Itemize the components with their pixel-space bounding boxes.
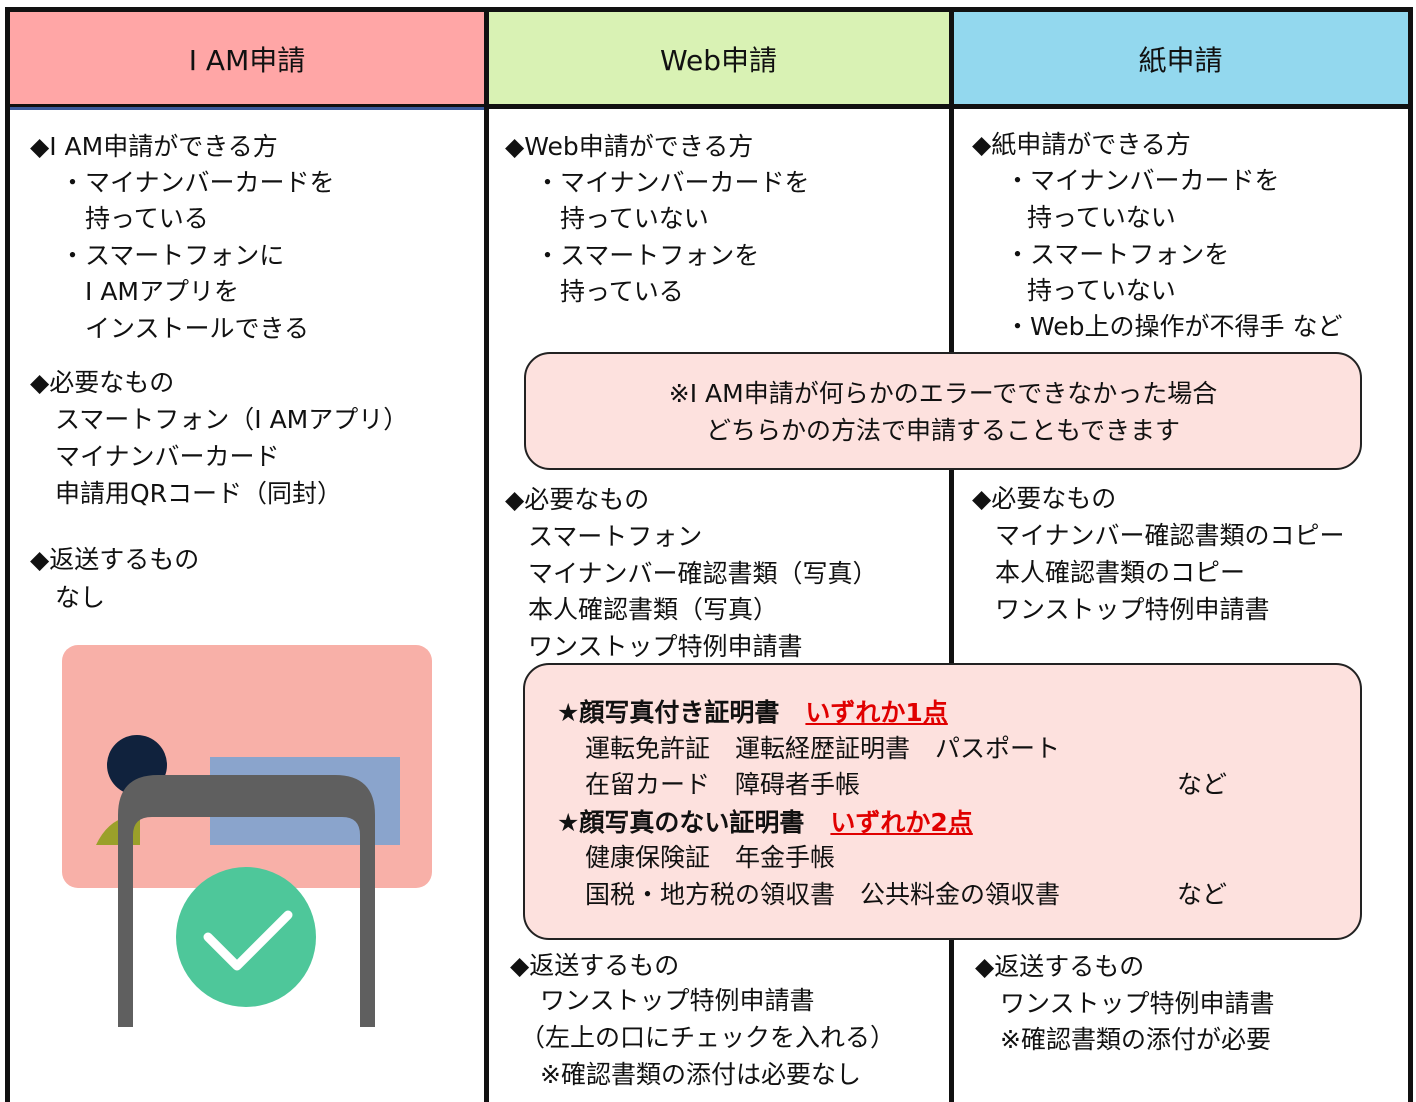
id-row: ★顔写真のない証明書 いずれか2点 <box>557 805 973 841</box>
border-line <box>949 7 954 1102</box>
column-text: ◆必要なもの <box>972 484 1117 513</box>
id-row: 国税・地方税の領収書 公共料金の領収書 <box>585 877 1060 913</box>
id-text: 運転免許証 運転経歴証明書 パスポート <box>585 734 1061 763</box>
column-text: ワンストップ特例申請書 <box>995 595 1270 624</box>
column-text: 持っている <box>560 277 684 306</box>
column-text: マイナンバー確認書類（写真） <box>528 559 878 588</box>
column-text: 持っていない <box>560 204 709 233</box>
column-text: ・スマートフォンに <box>60 241 285 270</box>
column-text: ワンストップ特例申請書 <box>528 632 803 661</box>
column-header: I AM申請 <box>8 10 486 107</box>
note-box: ※I AM申請が何らかのエラーでできなかった場合 どちらかの方法で申請することもで… <box>524 352 1362 470</box>
id-text: 国税・地方税の領収書 公共料金の領収書 <box>585 880 1061 909</box>
border-line <box>484 7 489 1102</box>
column-text: ・スマートフォンを <box>535 241 760 270</box>
note-text: どちらかの方法で申請することもできます <box>705 416 1180 445</box>
id-suffix: など <box>1177 880 1228 909</box>
column-text: ・マイナンバーカードを <box>535 168 810 197</box>
column-text: インストールできる <box>85 314 310 343</box>
border-line <box>5 7 10 1102</box>
column-text: 持っている <box>85 204 209 233</box>
column-text: スマートフォン <box>528 522 703 551</box>
id-text: 在留カード 障碍者手帳 <box>585 770 861 799</box>
border-line <box>5 7 1413 12</box>
column-text: ※確認書類の添付が必要 <box>1000 1025 1271 1054</box>
illustration-check-circle <box>176 867 316 1007</box>
column-text: ◆紙申請ができる方 <box>972 130 1191 159</box>
column-text: ◆返送するもの <box>30 545 200 574</box>
column-text: ワンストップ特例申請書 <box>1000 989 1275 1018</box>
column-text: ◆返送するもの <box>510 951 680 980</box>
column-text: I AMアプリを <box>85 277 239 306</box>
note-text: ※I AM申請が何らかのエラーでできなかった場合 <box>668 379 1218 408</box>
header-rule <box>10 107 484 110</box>
column-text: ワンストップ特例申請書 <box>540 986 815 1015</box>
id-text: 健康保険証 年金手帳 <box>585 843 836 872</box>
column-text: （左上の口にチェックを入れる） <box>520 1023 896 1052</box>
id-highlight: いずれか1点 <box>805 698 948 727</box>
column-text: マイナンバー確認書類のコピー <box>995 521 1345 550</box>
illustration-check <box>203 910 293 971</box>
illustration-phone <box>118 775 375 1027</box>
column-text: ・スマートフォンを <box>1005 240 1230 269</box>
column-text: マイナンバーカード <box>55 442 280 471</box>
column-text: ※確認書類の添付は必要なし <box>540 1060 861 1089</box>
column-text: ◆必要なもの <box>505 485 650 514</box>
border-line <box>5 104 1413 109</box>
column-header: 紙申請 <box>951 10 1410 107</box>
column-text: 持っていない <box>1027 276 1176 305</box>
column-text: ◆必要なもの <box>30 368 175 397</box>
id-suffix: など <box>1177 770 1228 799</box>
id-row: 運転免許証 運転経歴証明書 パスポート <box>585 731 1060 767</box>
id-text: ★顔写真のない証明書 <box>557 808 805 837</box>
id-text: ★顔写真付き証明書 <box>557 698 780 727</box>
column-text: 持っていない <box>1027 203 1176 232</box>
column-text: ◆Web申請ができる方 <box>505 132 754 161</box>
column-text: 本人確認書類（写真） <box>528 595 779 624</box>
border-line <box>1408 7 1413 1102</box>
column-text: 申請用QRコード（同封） <box>55 479 343 508</box>
id-row: 健康保険証 年金手帳 <box>585 840 835 876</box>
id-highlight: いずれか2点 <box>830 808 973 837</box>
column-text: ◆返送するもの <box>975 952 1145 981</box>
column-text: ・マイナンバーカードを <box>60 168 335 197</box>
column-header: Web申請 <box>486 10 951 107</box>
column-text: 本人確認書類のコピー <box>995 558 1246 587</box>
column-text: ・マイナンバーカードを <box>1005 166 1280 195</box>
column-text: ・Web上の操作が不得手 など <box>1005 312 1343 341</box>
column-text: なし <box>55 583 106 612</box>
id-box: ★顔写真付き証明書 いずれか1点運転免許証 運転経歴証明書 パスポート 在留カード … <box>523 663 1362 940</box>
id-row: ★顔写真付き証明書 いずれか1点 <box>557 695 948 731</box>
id-row: 在留カード 障碍者手帳 <box>585 767 860 803</box>
column-text: スマートフォン（I AMアプリ） <box>55 405 409 434</box>
column-text: ◆I AM申請ができる方 <box>30 132 278 161</box>
